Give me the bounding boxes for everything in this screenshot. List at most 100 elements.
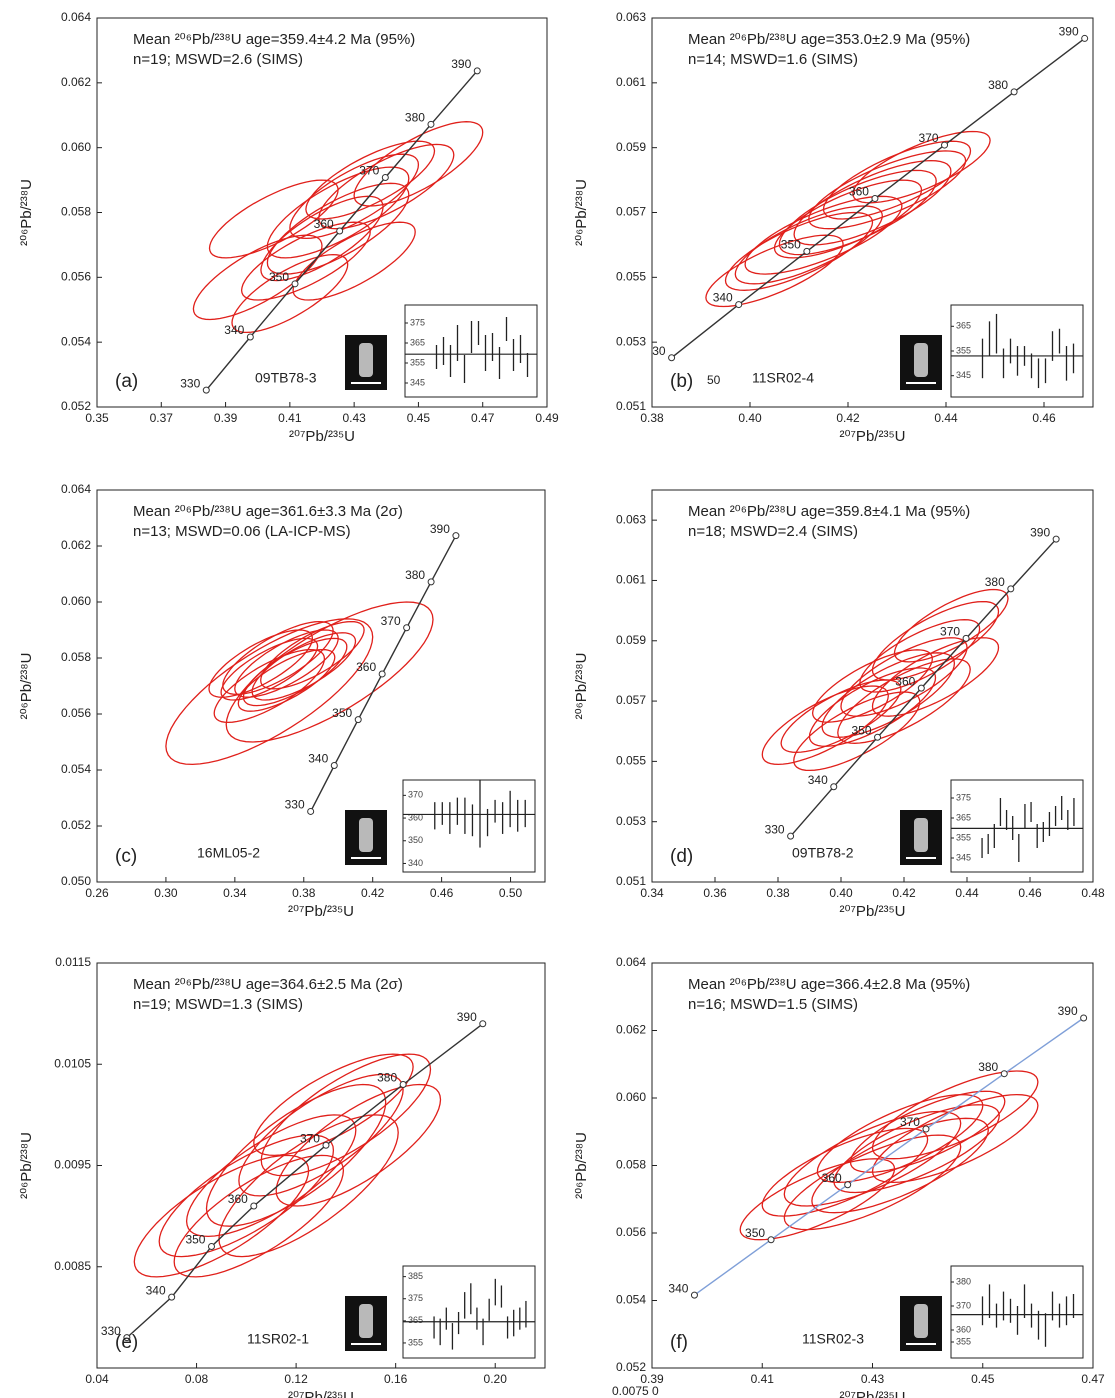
inset-tick-label: 345 bbox=[956, 852, 971, 862]
x-axis-label: ²⁰⁷Pb/²³⁵U bbox=[288, 1389, 354, 1398]
error-ellipse bbox=[744, 195, 903, 275]
error-ellipse bbox=[260, 1053, 432, 1177]
sample-name: 09TB78-3 bbox=[255, 370, 317, 386]
y-tick-label: 0.062 bbox=[61, 538, 91, 552]
panel: 0.34 0.36 0.38 0.40 0.42 0.44 0.46 0.48 0.051 0.0… bbox=[573, 489, 1105, 920]
concordia-curve bbox=[693, 1017, 1085, 1296]
inset-tick-label: 365 bbox=[956, 812, 971, 822]
y-tick-label: 0.050 bbox=[61, 874, 91, 888]
error-ellipse bbox=[292, 221, 416, 301]
age-marker bbox=[403, 624, 411, 632]
sample-name: 11SR02-4 bbox=[752, 370, 814, 386]
error-ellipse bbox=[705, 234, 844, 308]
y-tick-label: 0.058 bbox=[61, 650, 91, 664]
age-label: 350 bbox=[781, 238, 801, 252]
x-tick-label: 0.40 bbox=[829, 886, 853, 900]
age-marker bbox=[246, 333, 254, 341]
error-ellipse bbox=[724, 211, 874, 291]
x-tick-label: 0.43 bbox=[342, 411, 366, 425]
age-marker bbox=[1010, 88, 1018, 96]
error-ellipse bbox=[811, 649, 933, 723]
age-marker bbox=[871, 195, 879, 203]
error-ellipse bbox=[353, 121, 484, 207]
age-label: 380 bbox=[988, 78, 1008, 92]
x-tick-label: 0.04 bbox=[85, 1372, 109, 1386]
x-tick-label: 0.45 bbox=[971, 1372, 995, 1386]
age-label: 380 bbox=[377, 1071, 397, 1085]
error-ellipse bbox=[840, 637, 968, 717]
inset-tick-label: 355 bbox=[410, 357, 425, 367]
error-ellipse bbox=[213, 648, 326, 724]
age-marker bbox=[336, 227, 344, 235]
y-tick-label: 0.056 bbox=[61, 706, 91, 720]
x-tick-label: 0.34 bbox=[640, 886, 664, 900]
y-tick-label: 0.055 bbox=[616, 754, 646, 768]
age-marker bbox=[202, 386, 210, 394]
x-tick-label: 0.44 bbox=[955, 886, 979, 900]
error-ellipse bbox=[761, 685, 889, 766]
error-ellipse bbox=[793, 691, 921, 772]
age-label: 340 bbox=[713, 291, 733, 305]
x-axis-label: ²⁰⁷Pb/²³⁵U bbox=[840, 1389, 906, 1398]
panel-subtitle: n=19; MSWD=2.6 (SIMS) bbox=[133, 51, 303, 68]
age-marker bbox=[1081, 34, 1089, 42]
error-ellipse bbox=[837, 658, 971, 744]
x-tick-label: 0.38 bbox=[766, 886, 790, 900]
inset-tick-label: 345 bbox=[410, 377, 425, 387]
panel-title: Mean ²⁰⁶Pb/²³⁸U age=353.0±2.9 Ma (95%) bbox=[688, 31, 970, 48]
y-tick-label: 0.0105 bbox=[54, 1056, 91, 1070]
sample-name: 11SR02-1 bbox=[247, 1331, 309, 1347]
x-axis-label: ²⁰⁷Pb/²³⁵U bbox=[289, 428, 355, 445]
age-label: 340 bbox=[308, 752, 328, 766]
age-label: 330 bbox=[646, 344, 666, 358]
error-ellipse bbox=[251, 632, 357, 701]
error-ellipse bbox=[266, 182, 410, 275]
age-label: 340 bbox=[146, 1283, 166, 1297]
x-tick-label: 0.40 bbox=[738, 411, 762, 425]
age-marker bbox=[962, 634, 970, 642]
y-axis-label: ²⁰⁶Pb/²³⁸U bbox=[18, 653, 35, 720]
plot-content: 330 340 350 360 370 380 390 bbox=[180, 57, 484, 394]
error-ellipse bbox=[222, 620, 334, 696]
age-marker bbox=[922, 1125, 930, 1133]
inset-frame bbox=[402, 1265, 536, 1359]
error-ellipse bbox=[859, 619, 981, 693]
panel-label: (b) bbox=[670, 371, 693, 392]
age-label: 390 bbox=[1058, 1004, 1078, 1018]
panel-subtitle: n=13; MSWD=0.06 (LA-ICP-MS) bbox=[133, 523, 351, 540]
panel-title: Mean ²⁰⁶Pb/²³⁸U age=359.4±4.2 Ma (95%) bbox=[133, 31, 415, 48]
x-tick-label: 0.41 bbox=[278, 411, 302, 425]
zircon-crystal bbox=[359, 818, 373, 852]
inset-tick-label: 355 bbox=[956, 345, 971, 355]
inset-tick-label: 370 bbox=[408, 790, 423, 800]
panel-label: (d) bbox=[670, 846, 693, 867]
y-tick-label: 0.053 bbox=[616, 814, 646, 828]
y-tick-label: 0.056 bbox=[616, 1225, 646, 1239]
age-marker bbox=[307, 807, 315, 815]
plot-content: 330 340 350 360 370 380 390 bbox=[101, 1010, 487, 1342]
age-label: 380 bbox=[405, 568, 425, 582]
y-tick-label: 0.055 bbox=[616, 270, 646, 284]
age-label: 340 bbox=[668, 1281, 688, 1295]
y-tick-label: 0.053 bbox=[616, 334, 646, 348]
plot-content: 330 340 350 360 370 380 390 bbox=[165, 522, 460, 815]
y-tick-label: 0.051 bbox=[616, 399, 646, 413]
error-ellipse bbox=[260, 195, 384, 282]
y-axis-label: ²⁰⁶Pb/²³⁸U bbox=[573, 653, 590, 720]
x-tick-label: 0.36 bbox=[703, 886, 727, 900]
sample-name: 09TB78-2 bbox=[792, 845, 854, 861]
y-tick-label: 0.057 bbox=[616, 205, 646, 219]
x-tick-label: 0.37 bbox=[150, 411, 174, 425]
age-label: 360 bbox=[356, 660, 376, 674]
age-marker bbox=[452, 532, 460, 540]
x-tick-label: 0.16 bbox=[384, 1372, 408, 1386]
age-label: 360 bbox=[895, 674, 915, 688]
inset-tick-label: 350 bbox=[408, 835, 423, 845]
age-label: 360 bbox=[314, 217, 334, 231]
inset-tick-label: 360 bbox=[408, 812, 423, 822]
y-tick-label: 0.059 bbox=[616, 140, 646, 154]
inset-tick-label: 355 bbox=[956, 1336, 971, 1346]
age-label: 370 bbox=[359, 164, 379, 178]
age-label: 330 bbox=[180, 376, 200, 390]
inset-tick-label: 355 bbox=[956, 832, 971, 842]
